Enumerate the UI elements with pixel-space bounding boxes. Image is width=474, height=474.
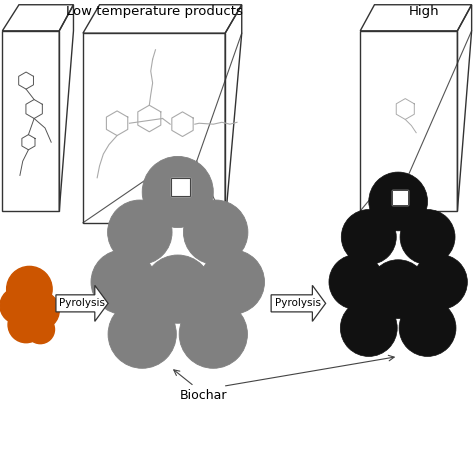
Circle shape	[369, 172, 428, 231]
Circle shape	[400, 210, 455, 264]
Bar	[392, 190, 408, 205]
Circle shape	[183, 200, 248, 264]
Circle shape	[412, 255, 467, 310]
Circle shape	[329, 255, 384, 310]
Text: Biochar: Biochar	[180, 389, 228, 402]
Bar	[392, 190, 408, 205]
Circle shape	[369, 260, 428, 319]
Circle shape	[0, 288, 36, 324]
Text: High: High	[409, 5, 439, 18]
Circle shape	[179, 300, 247, 368]
Circle shape	[91, 250, 155, 314]
Bar	[171, 178, 190, 196]
Circle shape	[341, 210, 396, 264]
Polygon shape	[271, 285, 326, 321]
Circle shape	[7, 266, 52, 312]
Circle shape	[108, 200, 172, 264]
Polygon shape	[56, 285, 108, 321]
Text: Pyrolysis: Pyrolysis	[275, 298, 321, 309]
Circle shape	[144, 255, 212, 323]
Circle shape	[340, 300, 397, 356]
Circle shape	[200, 250, 264, 314]
Circle shape	[26, 315, 55, 344]
Circle shape	[108, 300, 176, 368]
Circle shape	[21, 292, 59, 329]
Bar	[171, 178, 190, 196]
Text: Pyrolysis: Pyrolysis	[59, 298, 105, 309]
Circle shape	[399, 300, 456, 356]
Circle shape	[142, 156, 213, 228]
Circle shape	[8, 307, 44, 343]
Text: Low temperature products: Low temperature products	[65, 5, 243, 18]
